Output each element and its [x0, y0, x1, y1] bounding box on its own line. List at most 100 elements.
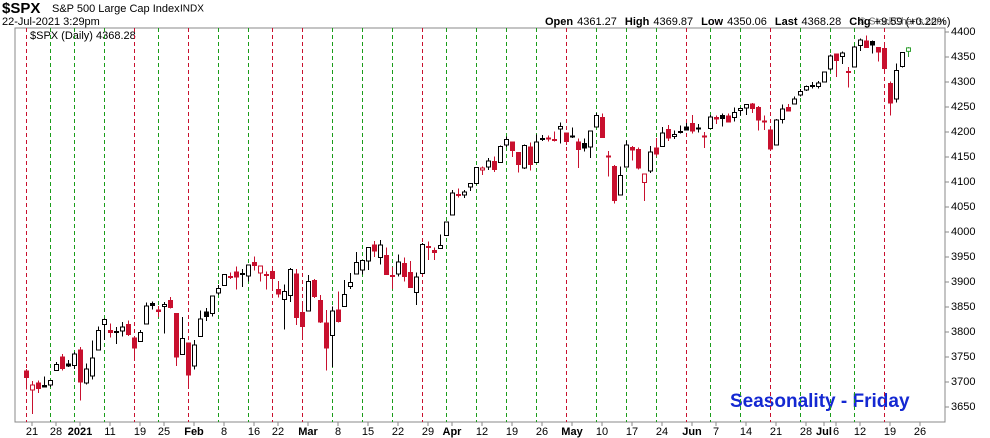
- candle-body: [522, 145, 527, 169]
- x-tick-label: 12: [476, 426, 488, 438]
- x-tick-label: 17: [626, 426, 638, 438]
- candle-body: [678, 131, 683, 133]
- candle-body: [324, 322, 329, 349]
- symbol: $SPX: [2, 0, 40, 17]
- candle-body: [156, 309, 161, 312]
- candle-body: [414, 276, 419, 293]
- candle-body: [342, 294, 347, 307]
- x-tick-label: May: [561, 426, 583, 438]
- candle-body: [828, 55, 833, 70]
- candle-body: [198, 318, 203, 337]
- x-tick-label: 14: [740, 426, 752, 438]
- candle-body: [564, 132, 569, 142]
- x-tick-label: 25: [158, 426, 170, 438]
- x-tick-label: 8: [335, 426, 341, 438]
- candle-body: [480, 167, 485, 171]
- stat-label: Low: [701, 16, 723, 28]
- x-tick-label: Apr: [443, 426, 463, 438]
- candle-body: [714, 117, 719, 120]
- candle-body: [570, 135, 575, 138]
- candle-body: [744, 104, 749, 109]
- candle-body: [300, 312, 305, 327]
- candle-body: [870, 41, 875, 46]
- candle-body: [384, 255, 389, 275]
- copyright: © StockCharts.com: [859, 17, 945, 28]
- candle-body: [186, 342, 191, 376]
- candle-body: [504, 139, 509, 146]
- candle-body: [546, 137, 551, 140]
- x-tick-label: Jun: [682, 426, 702, 438]
- candle-body: [348, 282, 353, 287]
- x-tick-label: 22: [392, 426, 404, 438]
- candle-body: [84, 368, 89, 384]
- candle-body: [468, 183, 473, 188]
- candle-body: [882, 48, 887, 69]
- candle-body: [126, 324, 131, 335]
- candle-body: [876, 47, 881, 53]
- x-tick-label: 21: [770, 426, 782, 438]
- y-tick-label: 4100: [951, 176, 975, 188]
- x-tick-label: 26: [914, 426, 926, 438]
- y-tick-label: 4150: [951, 151, 975, 163]
- candle-body: [852, 46, 857, 68]
- y-tick-label: 3950: [951, 251, 975, 263]
- candle-body: [624, 144, 629, 168]
- candle-body: [702, 135, 707, 138]
- candle-body: [306, 281, 311, 312]
- candle-body: [150, 303, 155, 306]
- candle-body: [96, 330, 101, 351]
- candle-body: [810, 85, 815, 87]
- candle-body: [276, 289, 281, 295]
- candle-body: [864, 40, 869, 48]
- y-tick-label: 3800: [951, 326, 975, 338]
- candle-body: [840, 52, 845, 57]
- x-tick-label: 8: [221, 426, 227, 438]
- candle-body: [240, 273, 245, 275]
- candle-body: [786, 107, 791, 112]
- candle-body: [312, 280, 317, 297]
- candle-body: [210, 295, 215, 314]
- candle-body: [216, 288, 221, 294]
- y-tick-label: 3650: [951, 401, 975, 413]
- candle-body: [540, 138, 545, 140]
- candle-body: [144, 305, 149, 325]
- candle-body: [762, 120, 767, 123]
- candle-body: [498, 146, 503, 163]
- candle-body: [660, 132, 665, 147]
- candle-body: [234, 271, 239, 278]
- candle-body: [270, 271, 275, 279]
- candle-body: [534, 141, 539, 163]
- annotation: Seasonality - Friday: [730, 391, 910, 412]
- candle-body: [258, 265, 263, 274]
- candle-body: [756, 107, 761, 121]
- stat-value: 4369.87: [653, 16, 693, 28]
- candle-body: [246, 264, 251, 277]
- instrument-name: S&P 500 Large Cap Index: [52, 3, 180, 15]
- x-tick-label: 6: [833, 426, 839, 438]
- candle-body: [558, 126, 563, 130]
- candle-body: [408, 272, 413, 288]
- candle-body: [294, 273, 299, 318]
- candle-body: [204, 311, 209, 317]
- candle-body: [888, 83, 893, 104]
- candle-body: [822, 71, 827, 83]
- candle-body: [252, 262, 257, 266]
- candle-body: [834, 53, 839, 61]
- candle-body: [174, 313, 179, 358]
- y-tick-label: 4200: [951, 126, 975, 138]
- candle-body: [168, 300, 173, 308]
- candle-body: [330, 310, 335, 336]
- candle-body: [528, 146, 533, 165]
- candle-body: [738, 108, 743, 111]
- candle-body: [594, 115, 599, 128]
- candle-body: [180, 338, 185, 355]
- y-tick-label: 4350: [951, 51, 975, 63]
- candle-body: [24, 370, 29, 378]
- candle-body: [510, 141, 515, 151]
- candle-body: [492, 161, 497, 170]
- candle-body: [228, 276, 233, 278]
- candle-body: [516, 152, 521, 165]
- candle-body: [858, 39, 863, 46]
- y-tick-label: 4400: [951, 26, 975, 38]
